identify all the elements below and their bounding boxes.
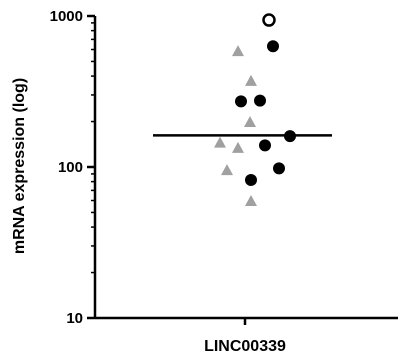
- triangle-point: [232, 141, 244, 153]
- filled-circle-point: [259, 139, 271, 152]
- y-tick-label: 10: [66, 310, 83, 327]
- triangle-point: [232, 45, 244, 57]
- y-axis-title: mRNA expression (log): [11, 78, 28, 254]
- filled-circle-point: [235, 95, 247, 108]
- triangle-point: [245, 74, 257, 86]
- filled-circle-point: [273, 162, 285, 175]
- filled-circle-point: [245, 174, 257, 187]
- y-tick-label: 100: [58, 159, 83, 176]
- filled-circle-point: [267, 40, 279, 53]
- triangle-point: [244, 116, 256, 128]
- triangle-point: [221, 164, 233, 176]
- filled-circle-point: [254, 94, 266, 107]
- open-circle-point: [262, 13, 276, 27]
- filled-circle-point: [284, 130, 296, 143]
- triangle-point: [214, 136, 226, 148]
- x-category-label: LINC00339: [204, 338, 286, 355]
- y-tick-label: 1000: [50, 8, 83, 25]
- triangle-point: [245, 194, 257, 206]
